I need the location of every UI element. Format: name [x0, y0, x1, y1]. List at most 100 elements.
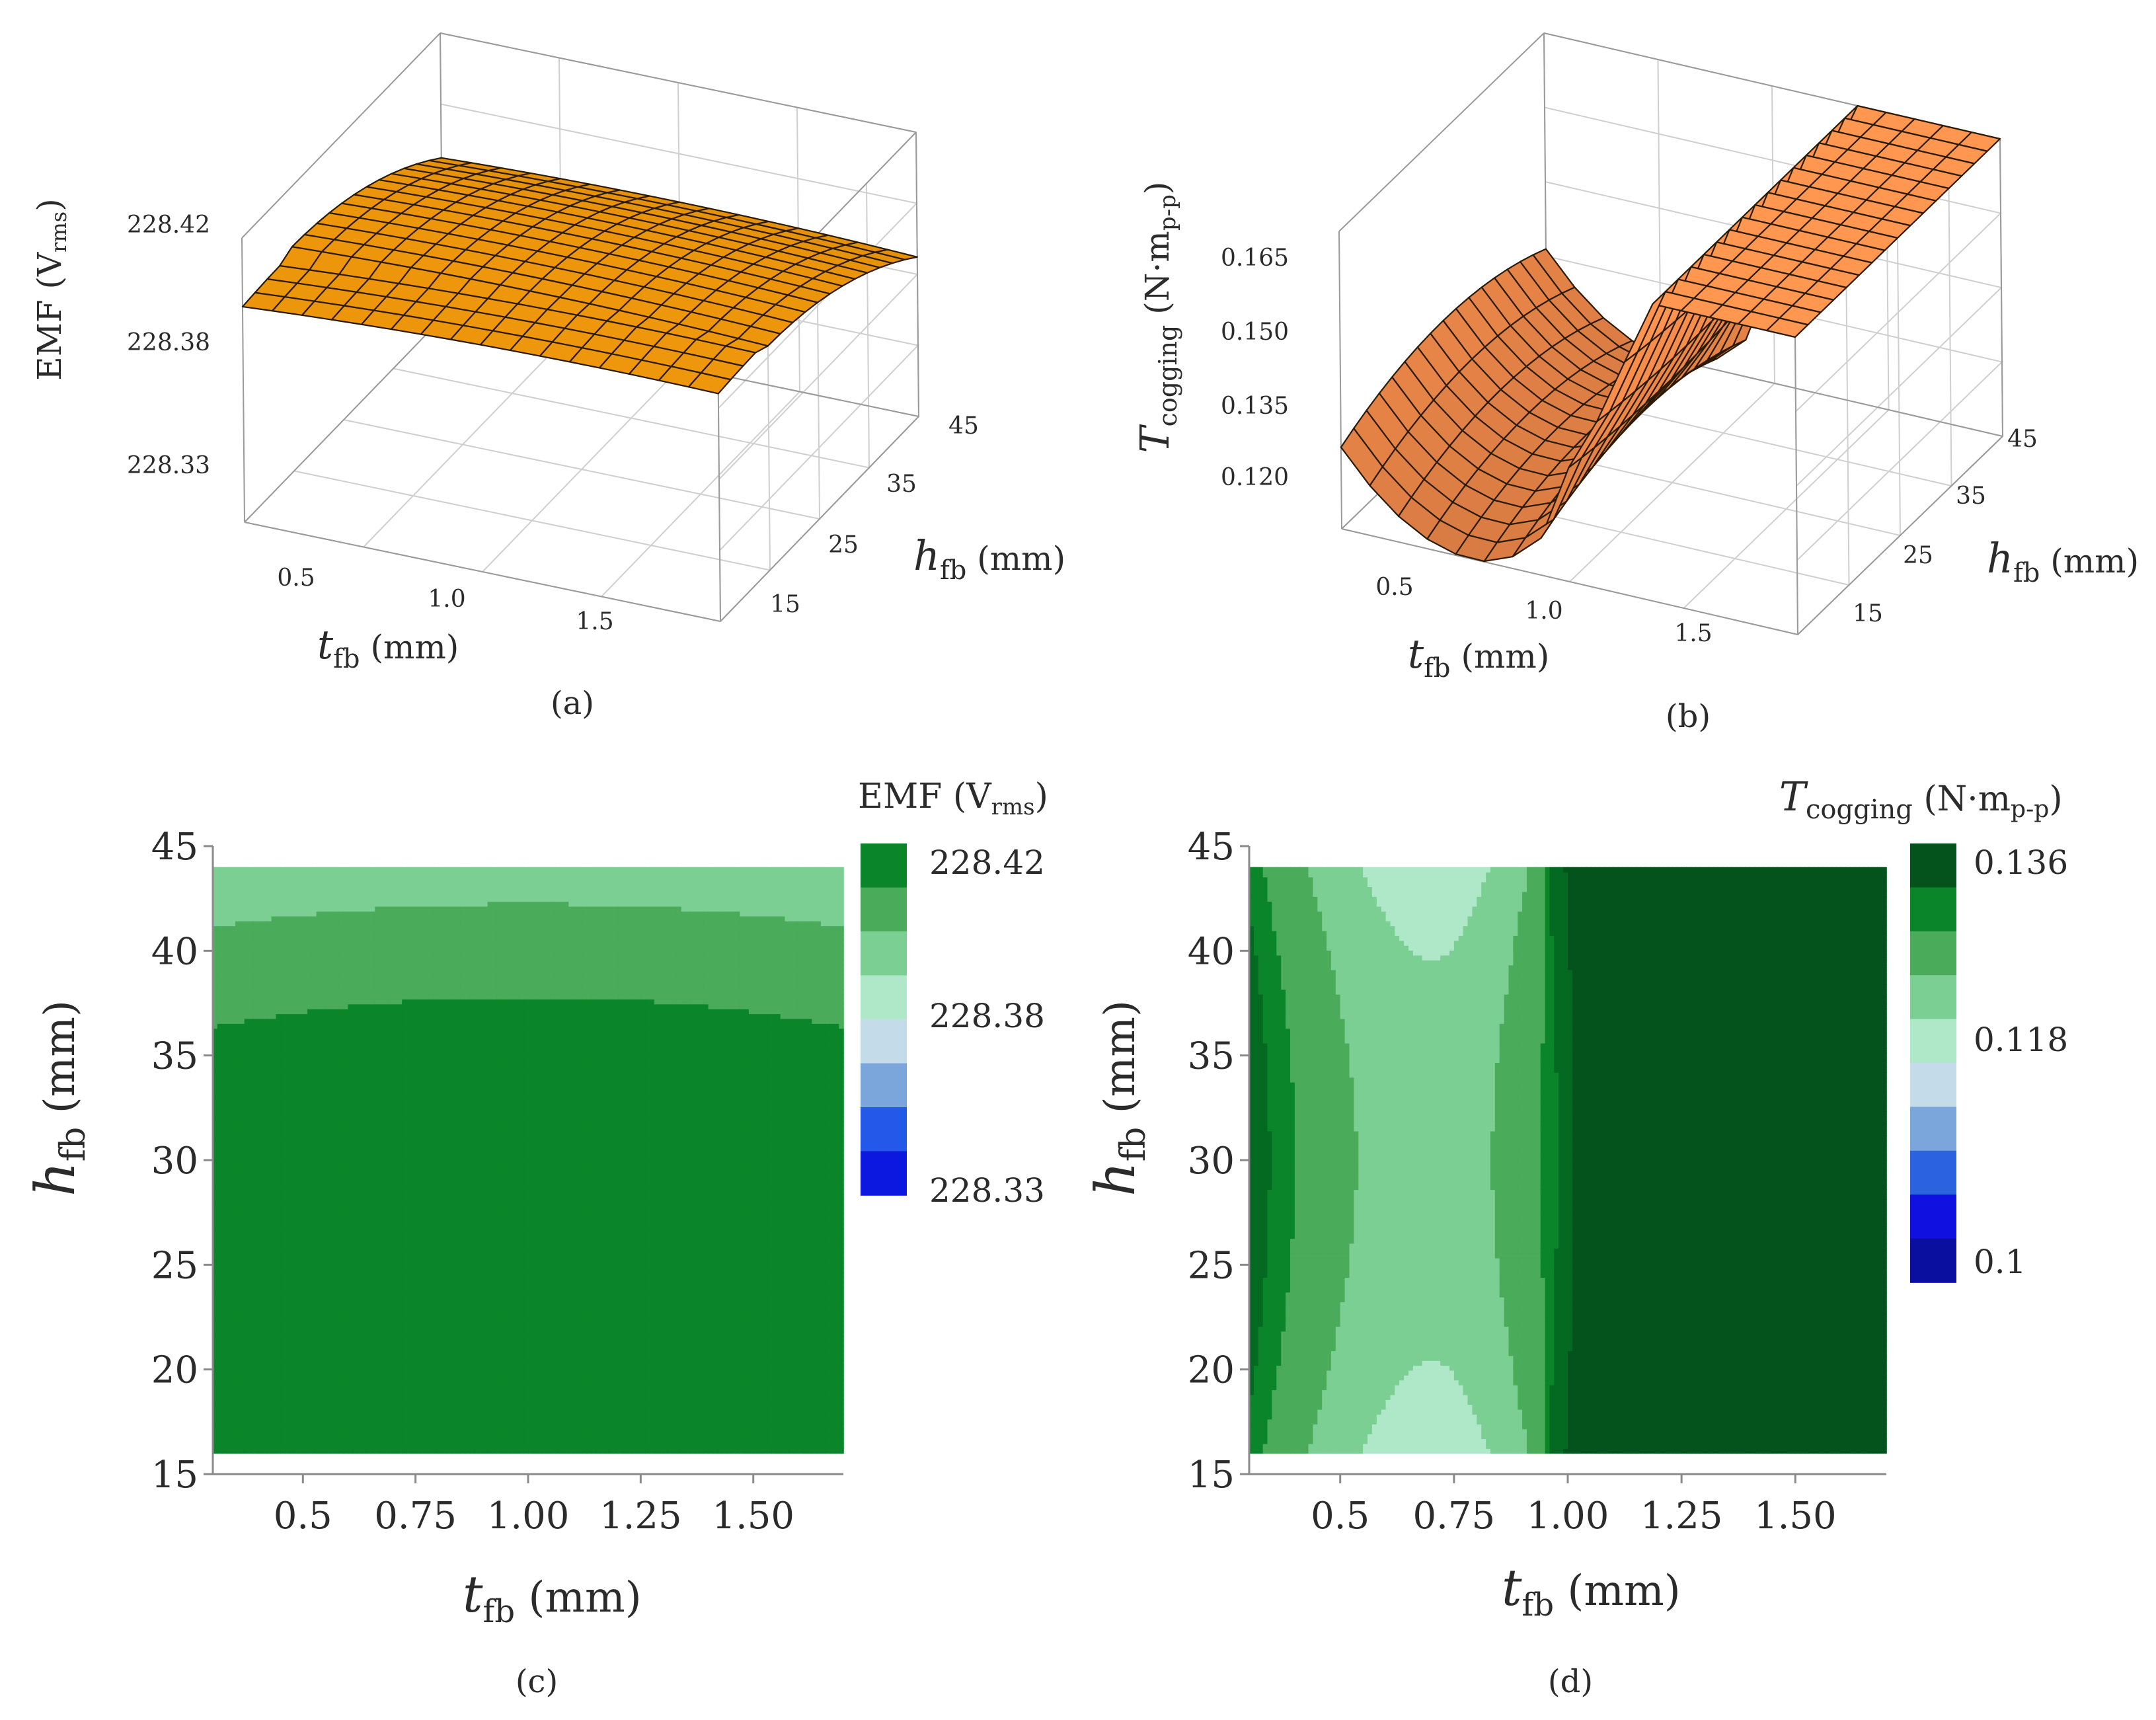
contour-cell: [370, 886, 376, 892]
contour-cell: [311, 1384, 317, 1391]
contour-cell: [285, 1341, 290, 1347]
contour-cell: [231, 1311, 236, 1317]
contour-cell: [253, 1321, 258, 1327]
contour-cell: [280, 1018, 286, 1024]
contour-cell: [343, 1296, 349, 1303]
contour-cell: [262, 1238, 268, 1244]
contour-cell: [226, 1052, 231, 1058]
contour-cell: [361, 1199, 367, 1205]
contour-cell: [253, 1365, 258, 1371]
contour-cell: [221, 969, 227, 975]
contour-cell: [357, 1184, 362, 1191]
contour-cell: [316, 872, 322, 878]
contour-cell: [343, 1424, 349, 1430]
contour-cell: [311, 1116, 317, 1122]
contour-cell: [348, 1077, 353, 1083]
contour-cell: [226, 1003, 231, 1009]
contour-cell: [352, 1145, 358, 1151]
contour-cell: [221, 881, 227, 887]
contour-cell: [239, 1248, 245, 1254]
contour-cell: [293, 979, 299, 985]
contour-cell: [307, 1375, 313, 1381]
contour-cell: [217, 1404, 223, 1410]
contour-cell: [249, 1380, 254, 1386]
contour-cell: [239, 1433, 245, 1439]
contour-cell: [316, 950, 322, 956]
contour-cell: [235, 920, 241, 927]
contour-cell: [366, 1204, 371, 1210]
contour-cell: [298, 1126, 304, 1132]
contour-cell: [361, 1409, 367, 1415]
contour-cell: [271, 1287, 277, 1293]
contour-cell: [226, 1404, 231, 1410]
contour-cell: [285, 1424, 290, 1430]
contour-cell: [244, 1013, 250, 1019]
contour-cell: [217, 1042, 223, 1048]
contour-cell: [276, 925, 281, 931]
contour-cell: [293, 955, 299, 960]
contour-cell: [239, 891, 245, 897]
contour-cell: [311, 1214, 317, 1220]
contour-cell: [266, 989, 272, 995]
contour-cell: [289, 1150, 295, 1156]
contour-cell: [262, 1081, 268, 1087]
contour-cell: [253, 1028, 258, 1034]
contour-cell: [321, 1018, 327, 1024]
contour-cell: [293, 1072, 299, 1078]
contour-cell: [303, 1380, 308, 1386]
contour-cell: [276, 1224, 281, 1230]
contour-cell: [271, 1404, 277, 1410]
contour-cell: [338, 1140, 344, 1146]
contour-cell: [321, 1023, 327, 1029]
contour-cell: [235, 979, 241, 985]
contour-cell: [298, 1428, 304, 1434]
contour-cell: [266, 1389, 272, 1395]
contour-cell: [289, 999, 295, 1005]
contour-cell: [298, 1048, 304, 1054]
contour-cell: [239, 974, 245, 980]
contour-cell: [348, 955, 353, 960]
contour-cell: [375, 1140, 380, 1146]
contour-cell: [262, 994, 268, 999]
contour-cell: [303, 1013, 308, 1019]
contour-cell: [357, 969, 362, 975]
contour-cell: [276, 1052, 281, 1058]
contour-cell: [370, 945, 376, 951]
contour-cell: [271, 1062, 277, 1068]
contour-cell: [285, 1130, 290, 1136]
contour-cell: [271, 1394, 277, 1400]
contour-cell: [370, 911, 376, 917]
contour-cell: [289, 979, 295, 985]
contour-cell: [231, 1316, 236, 1322]
contour-cell: [307, 930, 313, 936]
contour-cell: [370, 1394, 376, 1400]
contour-cell: [276, 1003, 281, 1009]
contour-cell: [235, 1052, 241, 1058]
contour-cell: [357, 1130, 362, 1136]
contour-cell: [352, 1048, 358, 1054]
contour-cell: [311, 1267, 317, 1273]
contour-cell: [239, 896, 245, 902]
contour-cell: [258, 930, 263, 936]
contour-cell: [217, 1384, 223, 1391]
contour-cell: [357, 1042, 362, 1048]
contour-cell: [366, 1160, 371, 1166]
contour-cell: [276, 1350, 281, 1356]
contour-cell: [303, 867, 308, 873]
contour-cell: [357, 1067, 362, 1073]
contour-cell: [334, 1218, 340, 1224]
contour-cell: [343, 1443, 349, 1449]
contour-cell: [361, 867, 367, 873]
contour-cell: [343, 872, 349, 878]
contour-cell: [226, 896, 231, 902]
contour-cell: [334, 1302, 340, 1308]
contour-cell: [244, 1204, 250, 1210]
contour-cell: [289, 1428, 295, 1434]
contour-cell: [348, 930, 353, 936]
contour-cell: [221, 1175, 227, 1181]
contour-cell: [334, 964, 340, 970]
contour-cell: [253, 1057, 258, 1063]
contour-cell: [280, 1248, 286, 1254]
contour-cell: [311, 1057, 317, 1063]
contour-cell: [276, 950, 281, 956]
